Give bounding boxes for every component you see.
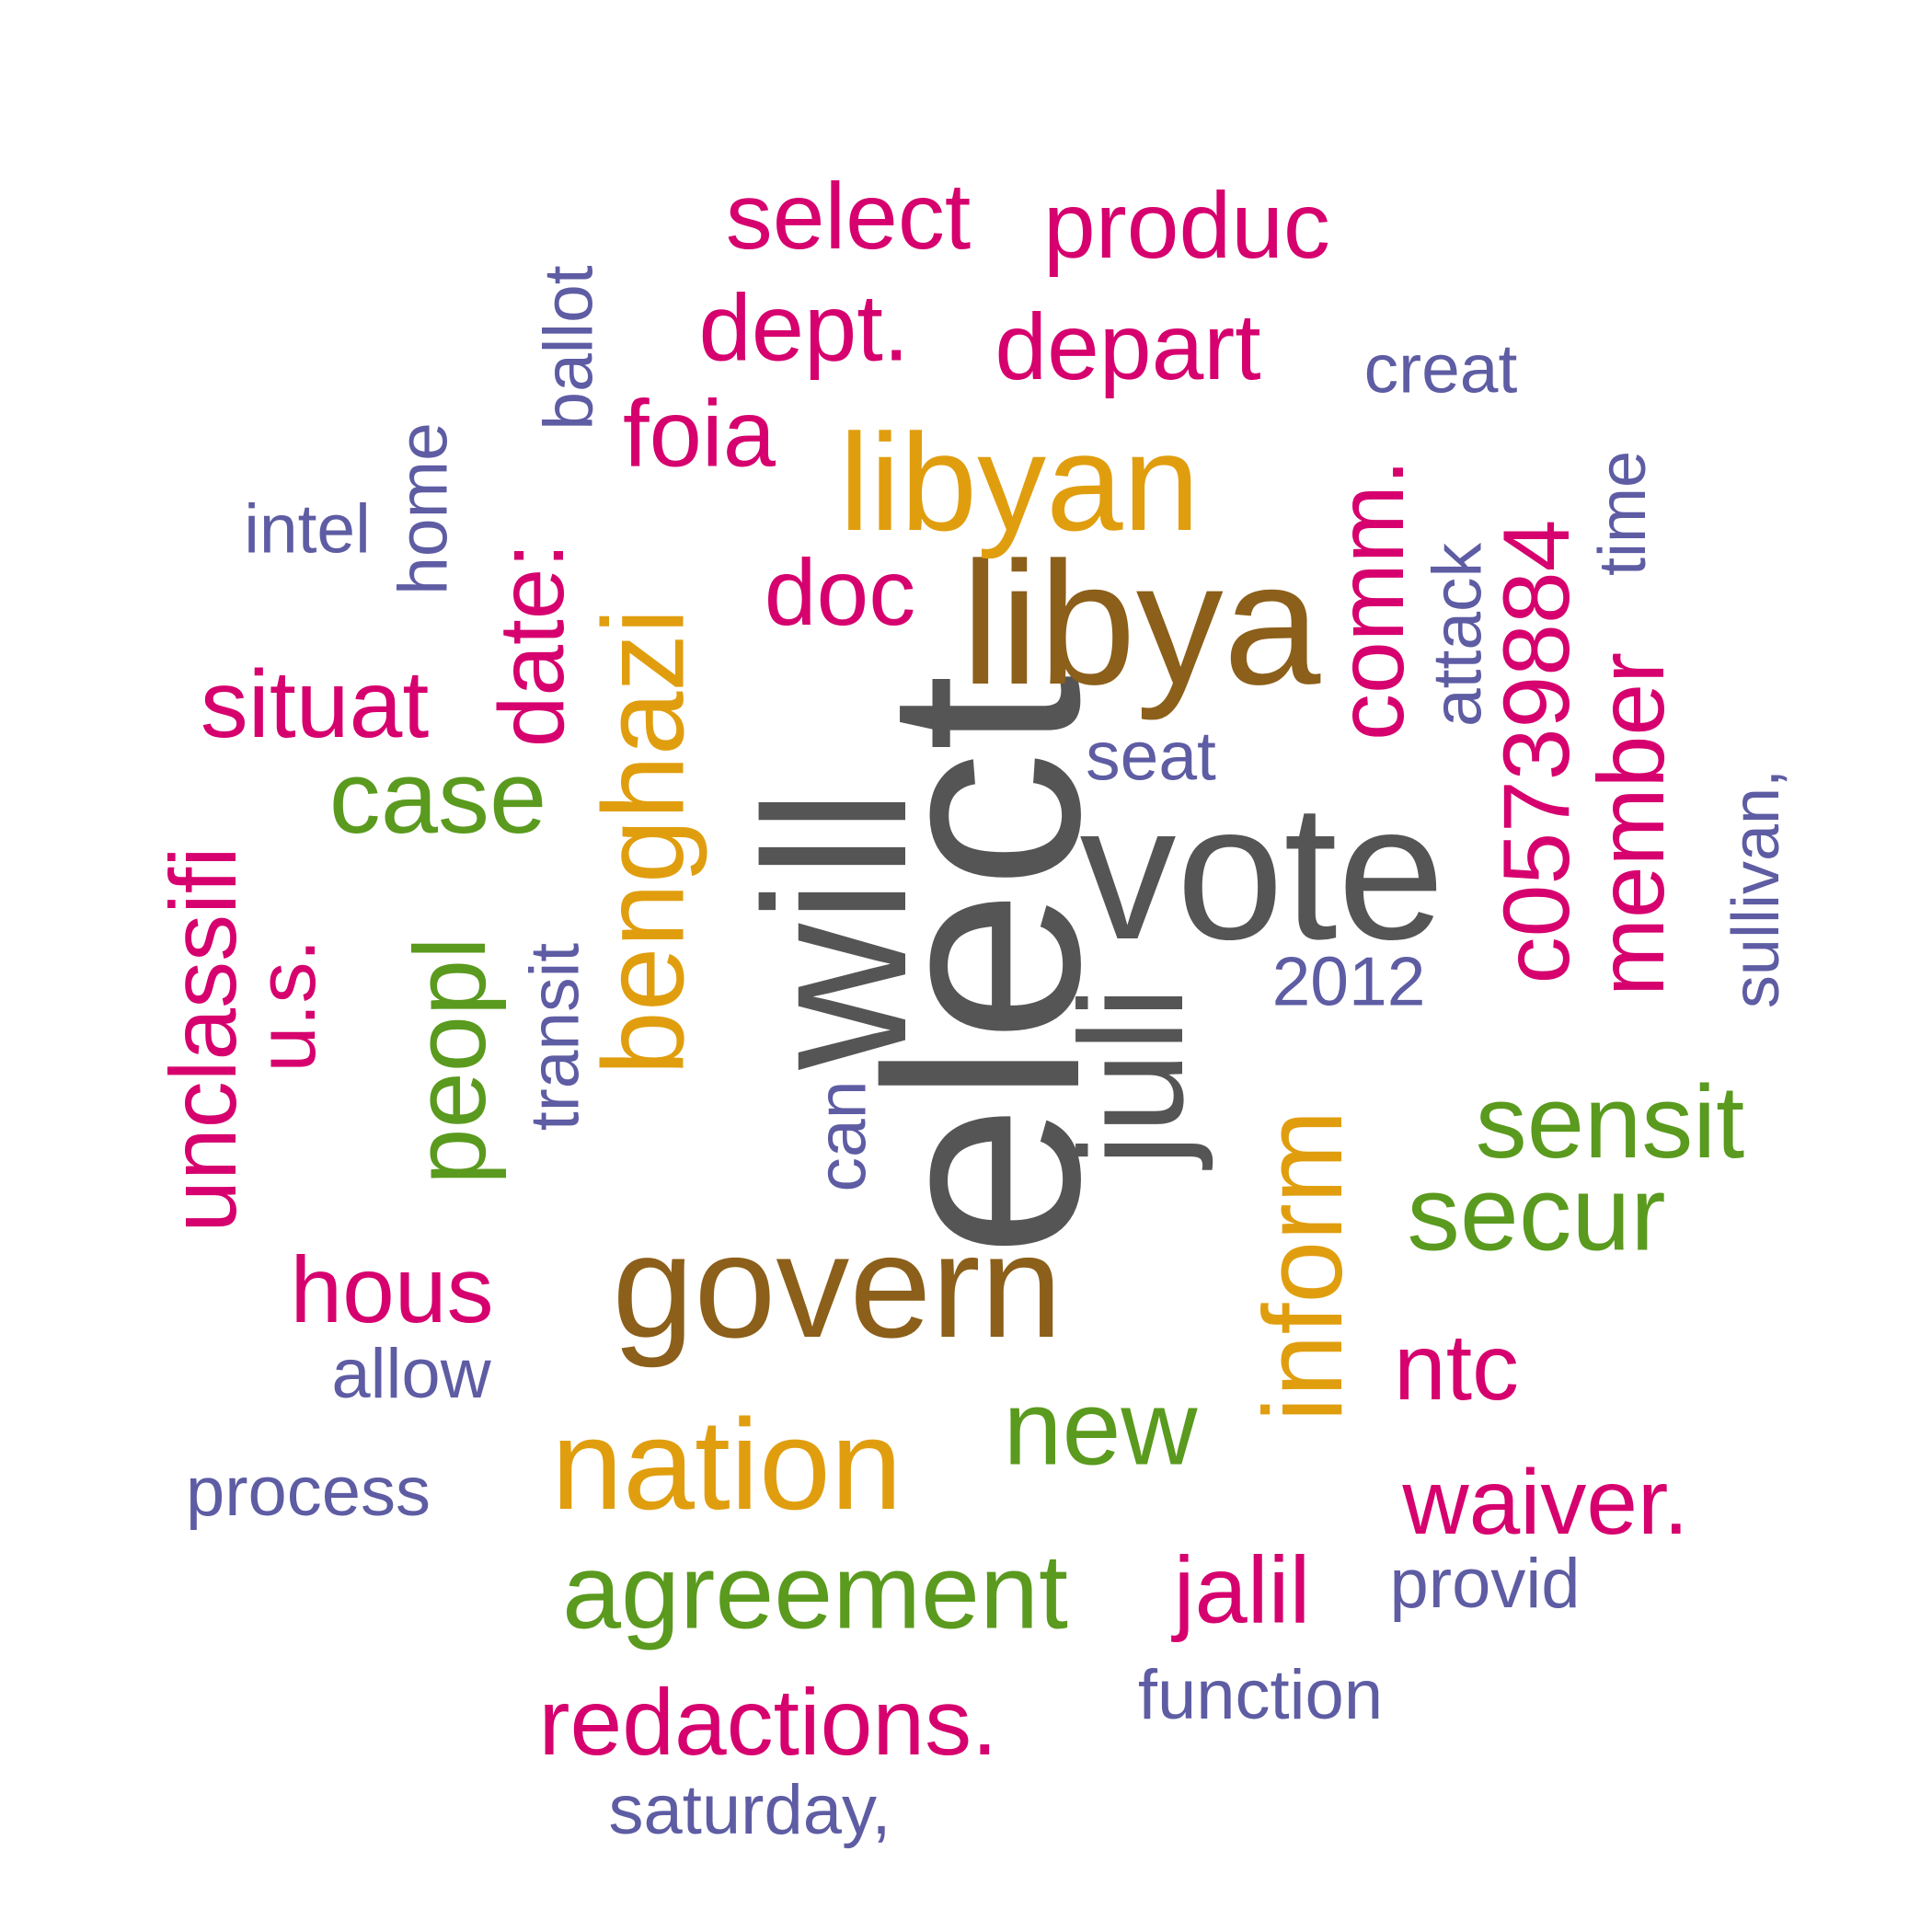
word-vote: vote (1079, 764, 1445, 980)
word-date: date: (480, 542, 583, 748)
word-depart: depart (995, 294, 1261, 399)
word-seat: seat (1086, 717, 1216, 795)
word-ntc: ntc (1393, 1315, 1520, 1420)
word-new: new (1003, 1369, 1198, 1488)
word-foia: foia (622, 380, 776, 487)
word-transit: transit (515, 942, 593, 1132)
word-govern: govern (612, 1203, 1063, 1368)
word-jalil: jalil (1173, 1536, 1311, 1643)
word-doc: doc (764, 540, 916, 645)
word-c05739884: c05739884 (1484, 519, 1589, 984)
word-redactions: redactions. (538, 1670, 998, 1775)
word-libyan: libyan (839, 405, 1200, 559)
word-select: select (725, 164, 972, 269)
word-member: member (1579, 651, 1684, 997)
word-allow: allow (331, 1335, 491, 1413)
word-hous: hous (290, 1237, 494, 1342)
word-can: can (802, 1080, 880, 1192)
word-process: process (185, 1453, 431, 1531)
word-libya: libya (960, 526, 1321, 721)
word-provid: provid (1389, 1545, 1581, 1623)
word-comm: comm. (1318, 459, 1423, 741)
word-waiver: waiver. (1402, 1451, 1689, 1554)
word-inform: inform (1240, 1110, 1365, 1422)
word-peopl: peopl (394, 937, 507, 1185)
word-nation: nation (551, 1392, 903, 1536)
word-function: function (1137, 1656, 1384, 1734)
word-unclassifi: unclassifi (151, 846, 256, 1233)
word-u-s: u.s. (241, 938, 333, 1073)
word-sullivan: sullivan, (1719, 768, 1793, 1009)
word-secur: secur (1407, 1155, 1666, 1273)
word-home: home (384, 422, 462, 595)
word-situat: situat (200, 651, 430, 758)
word-ballot: ballot (529, 265, 607, 431)
word-2012: 2012 (1271, 942, 1426, 1020)
word-attack: attack (1418, 542, 1496, 728)
word-will: will (722, 788, 949, 1070)
word-benghazi: benghazi (580, 608, 708, 1075)
word-juli: juli (1049, 986, 1213, 1167)
word-produc: produc (1043, 173, 1330, 278)
word-time: time (1586, 450, 1660, 577)
word-intel: intel (244, 489, 371, 568)
word-case: case (328, 740, 547, 855)
word-dept: dept. (698, 274, 910, 381)
word-saturday: saturday, (608, 1771, 891, 1849)
word-agreement: agreement (562, 1533, 1068, 1651)
word-creat: creat (1363, 329, 1518, 408)
word-sensit: sensit (1475, 1064, 1745, 1179)
